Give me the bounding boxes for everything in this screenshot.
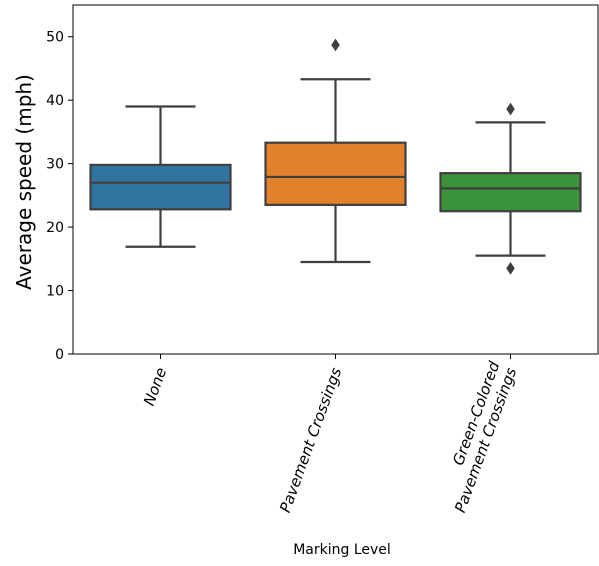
outlier-point [331, 38, 340, 52]
y-tick-label: 50 [46, 30, 64, 46]
y-tick-label: 0 [55, 347, 64, 363]
x-tick-label-line: None [140, 365, 170, 408]
y-tick-label: 10 [46, 284, 64, 300]
box-group-2 [264, 38, 407, 264]
y-tick-label: 30 [46, 157, 64, 173]
y-tick-label: 40 [46, 93, 64, 109]
outlier-point [506, 261, 515, 275]
outlier-point [506, 102, 515, 116]
y-tick-label: 20 [46, 220, 64, 236]
iqr-box [89, 163, 232, 211]
x-axis: None Pavement Crossings Green-ColoredPavem… [140, 354, 520, 515]
iqr-box [439, 172, 582, 213]
x-tick-label-line: Pavement Crossings [276, 365, 345, 515]
y-axis-title: Average speed (mph) [12, 74, 36, 290]
plot-area [72, 4, 599, 355]
box-group-3 [439, 102, 582, 275]
x-tick-label: Green-ColoredPavement Crossings [434, 359, 520, 515]
x-tick-label: Pavement Crossings [276, 365, 345, 515]
box-group-1 [89, 105, 232, 248]
y-axis: 0 10 20 30 40 50 [46, 30, 73, 363]
iqr-box [264, 141, 407, 206]
x-axis-title: Marking Level [293, 542, 391, 558]
x-tick-label: None [140, 365, 170, 408]
